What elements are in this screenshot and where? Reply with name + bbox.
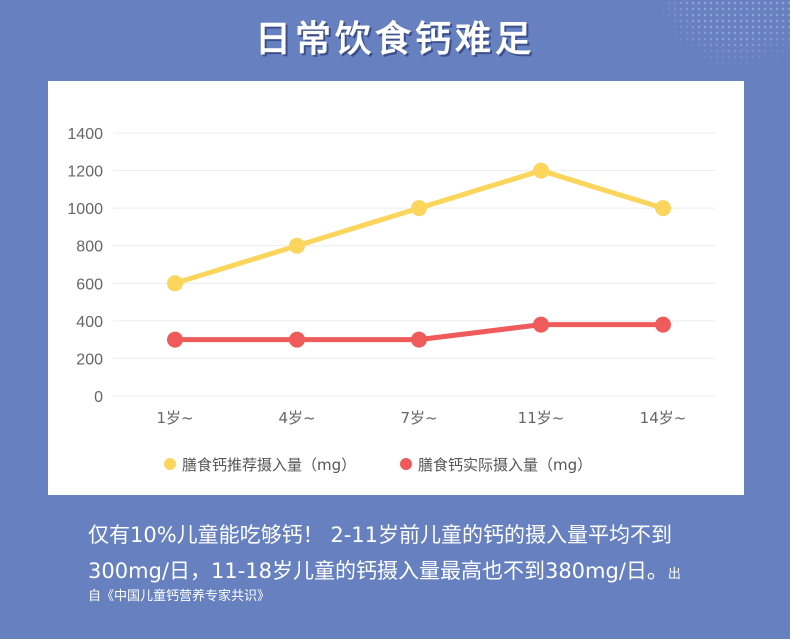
y-tick-label: 400 [76,314,103,331]
x-tick-label: 4岁~ [278,409,315,427]
legend-label: 膳食钙实际摄入量（mg） [418,456,592,474]
line-chart: 0 200 400 600 800 1000 1200 1400 1岁~ 4岁~ 7岁~ 11岁~ 14… [67,126,715,474]
data-point [655,200,671,217]
data-point [533,162,549,179]
data-point [167,331,183,348]
y-tick-label: 1000 [67,201,103,218]
data-point [289,331,305,348]
y-tick-label: 600 [76,276,103,293]
note-source: 自《中国儿童钙营养专家共识》 [88,589,271,604]
y-tick-label: 0 [94,389,103,406]
x-tick-label: 11岁~ [518,409,565,427]
data-point [655,316,671,333]
y-tick-label: 800 [76,239,103,256]
data-point [289,237,305,254]
note-main: 仅有10%儿童能吃够钙！ 2-11岁前儿童的钙的摄入量平均不到300mg/日，1… [88,523,673,583]
legend-marker [400,458,412,470]
legend-marker [164,458,176,470]
data-point [533,316,549,333]
data-point [411,331,427,348]
y-tick-label: 200 [76,351,103,368]
note-text: 仅有10%儿童能吃够钙！ 2-11岁前儿童的钙的摄入量平均不到300mg/日，1… [88,517,708,593]
x-tick-label: 1岁~ [156,409,193,427]
x-tick-label: 14岁~ [640,409,687,427]
note-source-start: 出 [667,567,681,582]
page-title: 日常饮食钙难足 [254,19,535,60]
chart-card: 0 200 400 600 800 1000 1200 1400 1岁~ 4岁~ 7岁~ 11岁~ 14… [48,81,744,495]
y-tick-label: 1200 [67,164,103,181]
series-line-0 [174,168,664,286]
legend-label: 膳食钙推荐摄入量（mg） [182,456,356,474]
x-tick-label: 7岁~ [400,409,437,427]
data-point [411,200,427,217]
data-point [167,275,183,292]
dot-pattern-decoration [660,0,790,65]
y-tick-label: 1400 [67,126,103,143]
